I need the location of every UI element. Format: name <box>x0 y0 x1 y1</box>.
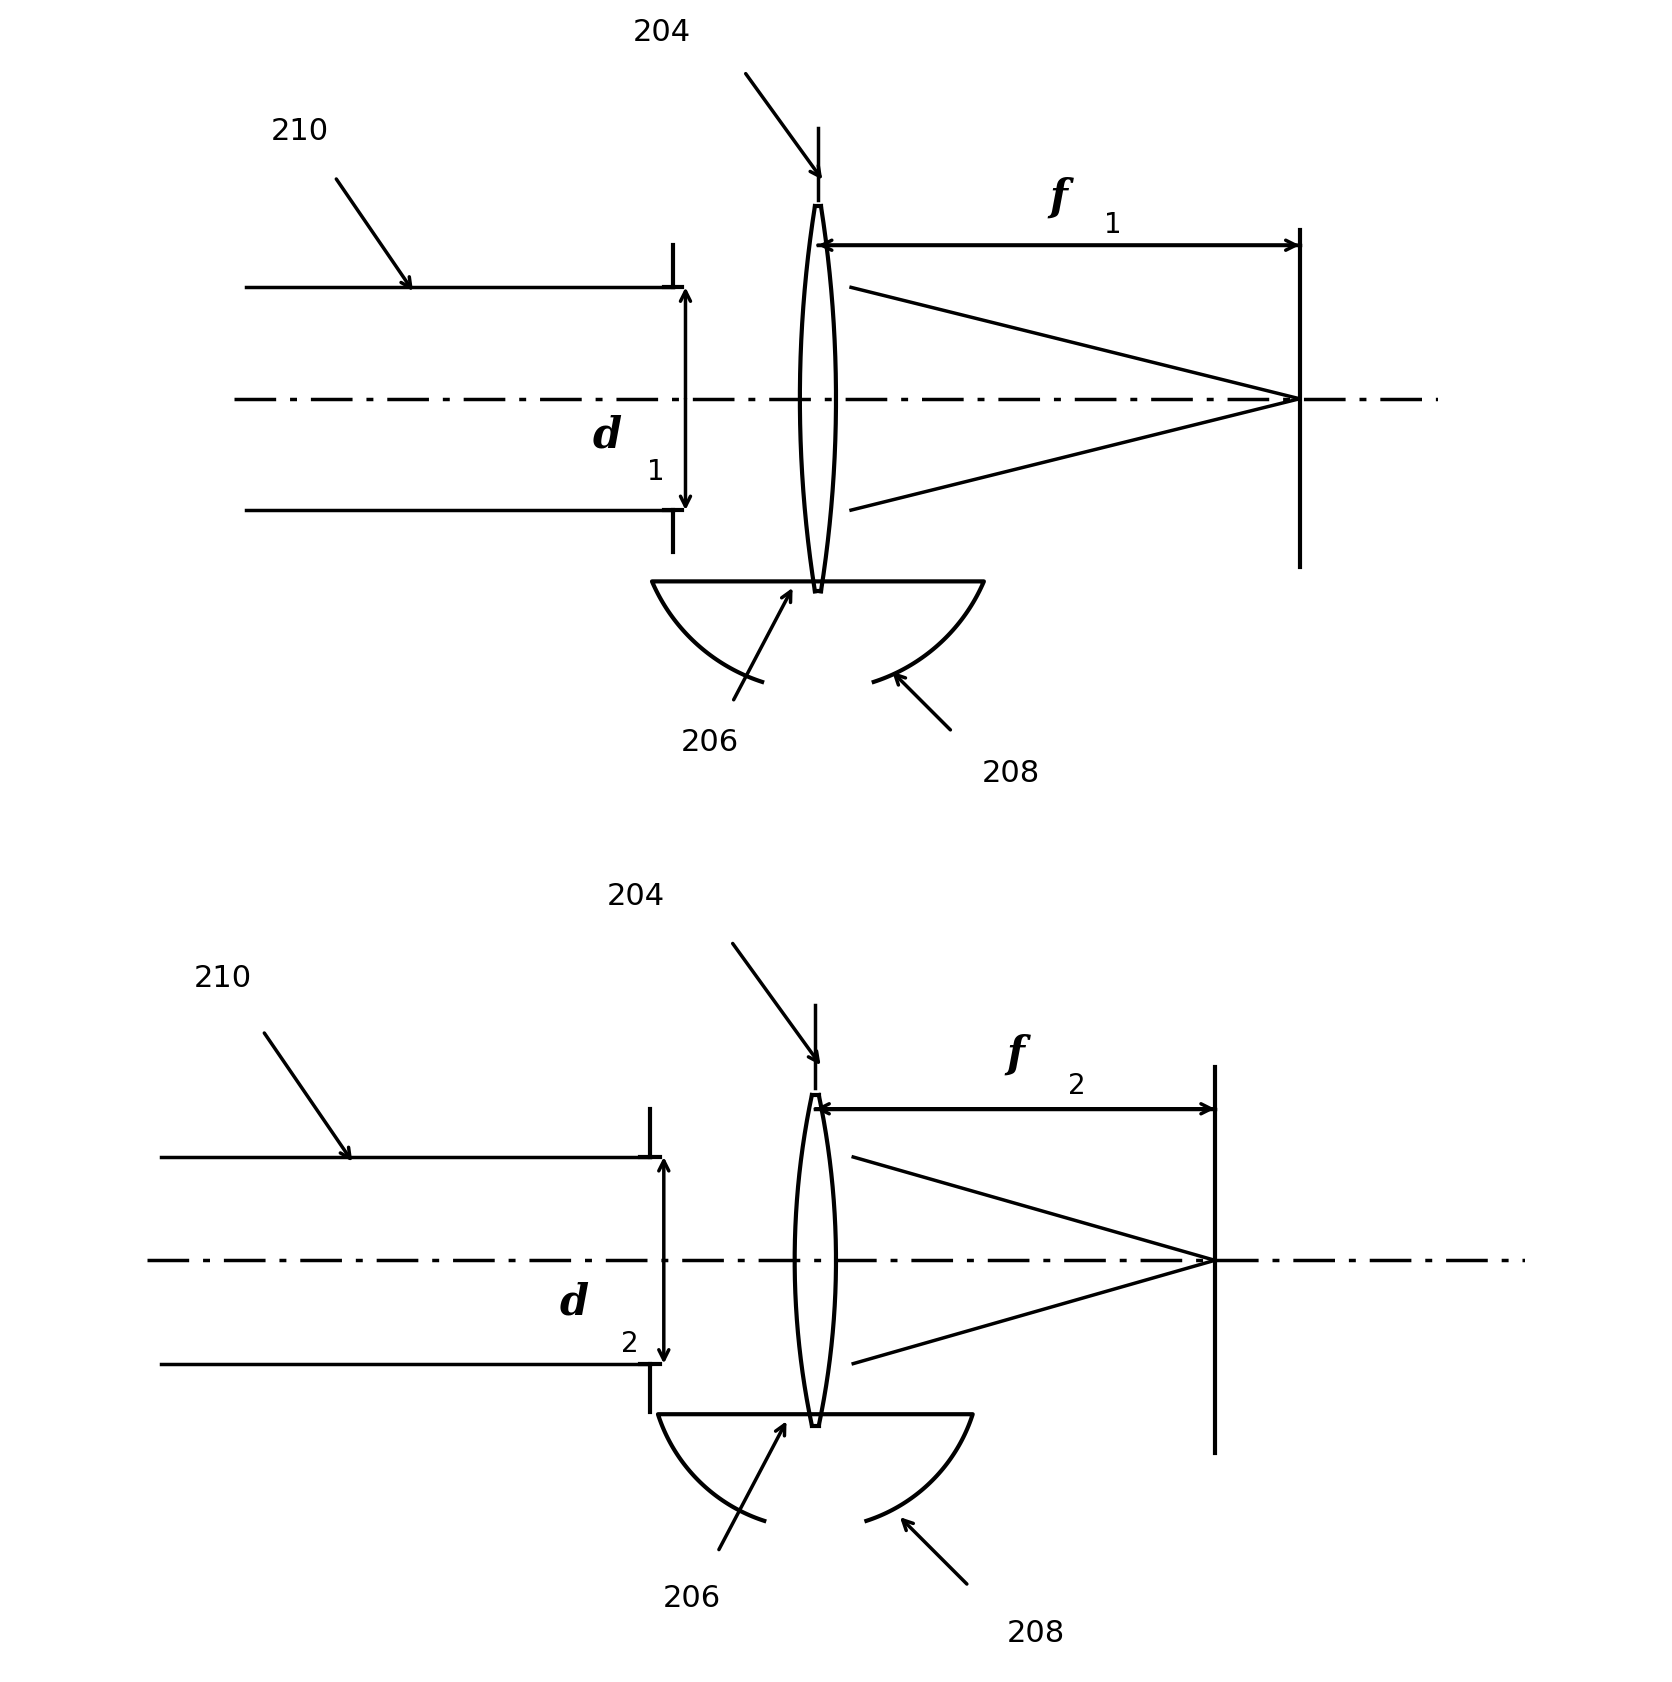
Text: d: d <box>560 1282 589 1322</box>
Text: 2: 2 <box>620 1329 639 1357</box>
Text: 2: 2 <box>1068 1071 1085 1098</box>
Text: 1: 1 <box>647 458 664 486</box>
Text: f: f <box>1050 177 1068 219</box>
Text: 206: 206 <box>662 1583 721 1613</box>
Text: 204: 204 <box>632 19 691 47</box>
Text: 206: 206 <box>681 728 739 757</box>
Text: 210: 210 <box>271 118 329 146</box>
Text: 208: 208 <box>981 759 1040 787</box>
Text: 1: 1 <box>1104 210 1122 239</box>
Text: 208: 208 <box>1007 1618 1065 1647</box>
Text: f: f <box>1007 1033 1023 1075</box>
Text: d: d <box>592 415 622 456</box>
Text: 204: 204 <box>607 881 665 910</box>
Text: 210: 210 <box>194 964 252 992</box>
